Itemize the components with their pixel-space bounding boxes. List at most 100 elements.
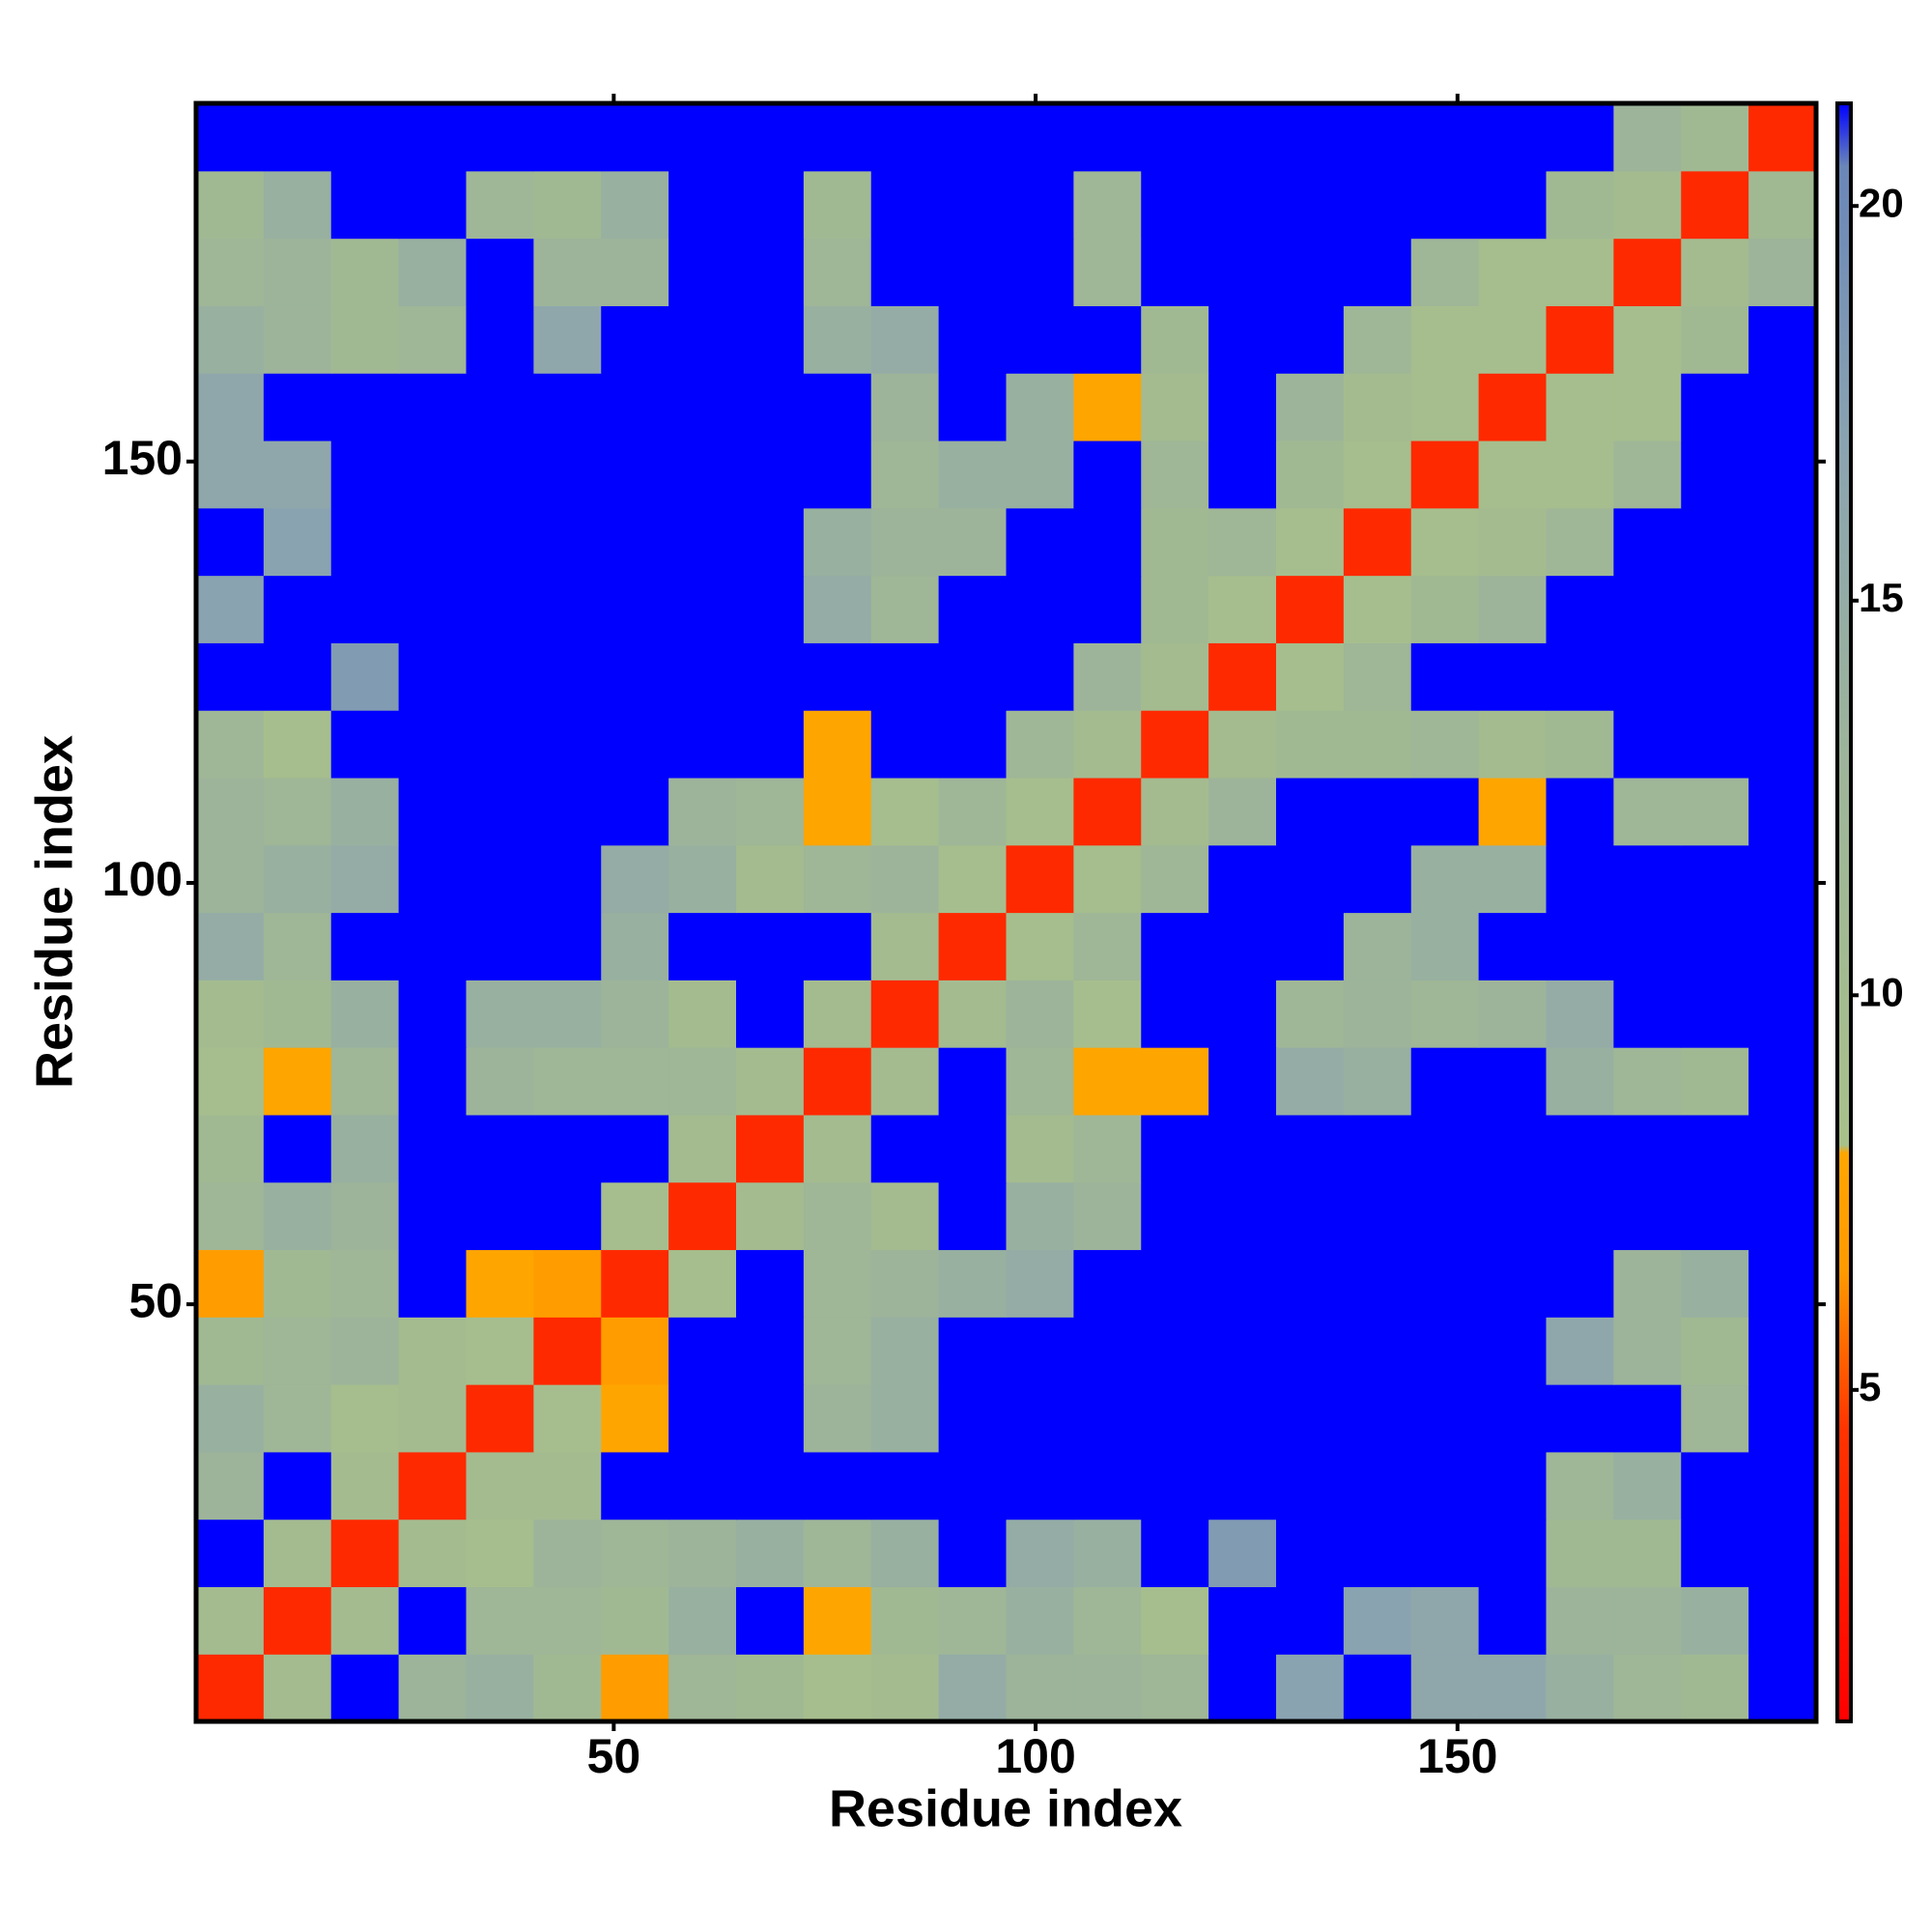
heatmap-cell: [1478, 844, 1548, 914]
heatmap-cell: [870, 1317, 940, 1385]
heatmap-cell: [1276, 1384, 1345, 1453]
heatmap-cell: [1208, 777, 1277, 846]
heatmap-cell: [803, 575, 872, 643]
heatmap-cell: [1478, 103, 1548, 172]
heatmap-cell: [330, 170, 400, 240]
heatmap-cell: [1613, 1114, 1682, 1183]
heatmap-cell: [938, 1249, 1008, 1318]
heatmap-cell: [601, 1114, 669, 1183]
heatmap-cell: [1343, 844, 1412, 914]
heatmap-cell: [398, 1181, 468, 1251]
heatmap-cell: [736, 1114, 805, 1183]
heatmap-cell: [668, 170, 737, 240]
heatmap-cell: [263, 507, 332, 577]
heatmap-cell: [1478, 1654, 1548, 1722]
heatmap-cell: [668, 980, 737, 1048]
heatmap-cell: [1478, 912, 1548, 980]
heatmap-cell: [1141, 1181, 1209, 1251]
heatmap-cell: [1208, 912, 1277, 980]
heatmap-cell: [330, 980, 400, 1048]
heatmap-cell: [533, 1249, 602, 1318]
heatmap-cell: [668, 507, 737, 577]
heatmap-cell: [601, 1451, 669, 1520]
heatmap-cell: [1208, 1519, 1277, 1588]
heatmap-cell: [1208, 373, 1277, 441]
heatmap-cell: [668, 844, 737, 914]
heatmap-cell: [1681, 575, 1749, 643]
heatmap-cell: [196, 575, 265, 643]
heatmap-cell: [1681, 1451, 1749, 1520]
heatmap-cell: [1681, 642, 1749, 711]
heatmap-cell: [601, 1317, 669, 1385]
heatmap-cell: [1208, 103, 1277, 172]
heatmap-cell: [1141, 844, 1209, 914]
colorbar: [1835, 101, 1853, 1723]
heatmap-cell: [938, 1519, 1008, 1588]
heatmap-cell: [1141, 1384, 1209, 1453]
heatmap-cell: [1681, 238, 1749, 306]
heatmap-cell: [1410, 1317, 1480, 1385]
heatmap-cell: [736, 710, 805, 779]
heatmap-cell: [803, 980, 872, 1048]
heatmap-cell: [398, 1249, 468, 1318]
heatmap-cell: [803, 1654, 872, 1722]
heatmap-cell: [668, 912, 737, 980]
heatmap-cell: [1141, 440, 1209, 509]
heatmap-cell: [466, 1451, 534, 1520]
heatmap-cell: [1478, 1451, 1548, 1520]
heatmap-cell: [1208, 507, 1277, 577]
heatmap-cell: [736, 1654, 805, 1722]
heatmap-cell: [1410, 710, 1480, 779]
heatmap-cell: [1410, 1047, 1480, 1116]
heatmap-cell: [263, 1317, 332, 1385]
heatmap-cell: [1276, 710, 1345, 779]
heatmap-cell: [1681, 710, 1749, 779]
heatmap-cell: [1478, 1519, 1548, 1588]
heatmap-cell: [938, 912, 1008, 980]
heatmap-cell: [803, 1047, 872, 1116]
heatmap-cell: [938, 507, 1008, 577]
heatmap-cell: [1613, 777, 1682, 846]
heatmap-cell: [668, 1317, 737, 1385]
heatmap-cell: [601, 238, 669, 306]
heatmap-cell: [1276, 575, 1345, 643]
heatmap-cell: [1478, 1047, 1548, 1116]
heatmap-cell: [1546, 642, 1614, 711]
heatmap-cell: [601, 844, 669, 914]
heatmap-cell: [601, 1519, 669, 1588]
heatmap-cell: [196, 507, 265, 577]
heatmap-cell: [1141, 1519, 1209, 1588]
heatmap-cell: [1613, 710, 1682, 779]
heatmap-cell: [398, 1047, 468, 1116]
heatmap-cell: [1681, 980, 1749, 1048]
heatmap-cell: [1681, 844, 1749, 914]
heatmap-cell: [736, 777, 805, 846]
x-tick-label: 50: [587, 1729, 641, 1783]
heatmap-cell: [398, 777, 468, 846]
heatmap-cell: [1681, 912, 1749, 980]
heatmap-cell: [1208, 1181, 1277, 1251]
heatmap-cell: [466, 507, 534, 577]
heatmap-cell: [398, 575, 468, 643]
heatmap-cell: [1343, 1654, 1412, 1722]
heatmap-cell: [601, 912, 669, 980]
heatmap-cell: [1343, 1181, 1412, 1251]
heatmap-cell: [1613, 305, 1682, 374]
heatmap-cell: [398, 305, 468, 374]
heatmap-cell: [1546, 1249, 1614, 1318]
heatmap-cell: [1343, 305, 1412, 374]
heatmap-cell: [1546, 710, 1614, 779]
heatmap-cell: [263, 170, 332, 240]
heatmap-cell: [1410, 1384, 1480, 1453]
heatmap-cell: [1343, 170, 1412, 240]
heatmap-cell: [1546, 1384, 1614, 1453]
heatmap-cell: [1006, 912, 1074, 980]
heatmap-cell: [1748, 777, 1817, 846]
heatmap-cell: [330, 1586, 400, 1655]
heatmap-cell: [668, 710, 737, 779]
heatmap-cell: [1546, 1519, 1614, 1588]
heatmap-cell: [803, 844, 872, 914]
heatmap-cell: [466, 980, 534, 1048]
heatmap-cell: [1546, 1181, 1614, 1251]
heatmap-cell: [1276, 507, 1345, 577]
